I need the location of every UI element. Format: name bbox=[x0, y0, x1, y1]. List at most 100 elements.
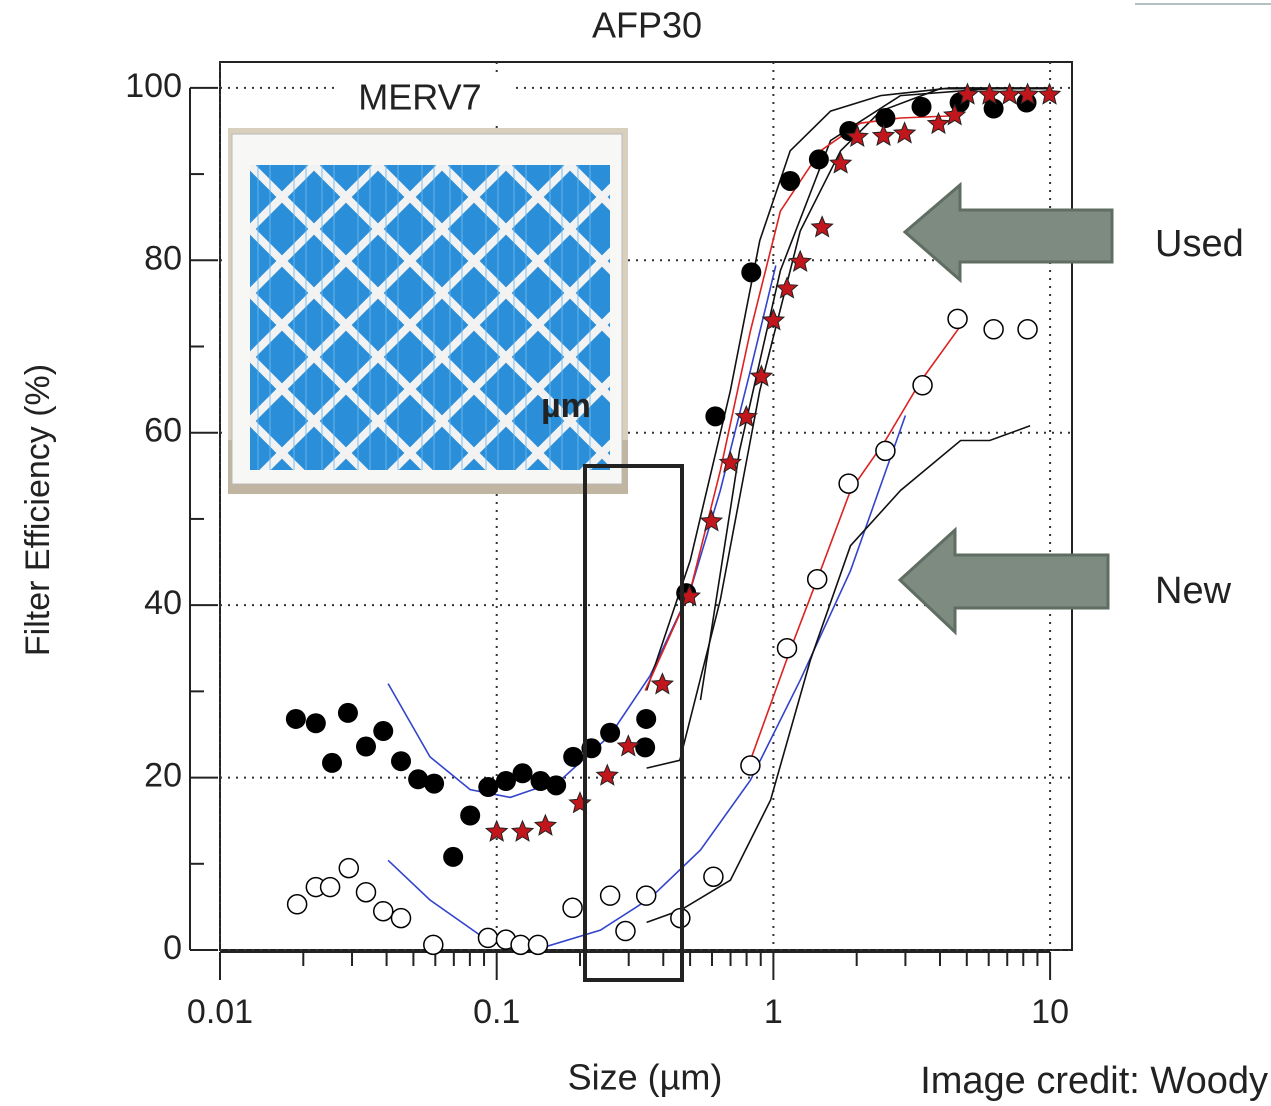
filled-point bbox=[808, 149, 829, 170]
filled-point bbox=[373, 721, 394, 742]
filled-point bbox=[391, 751, 412, 772]
y-tick-label: 60 bbox=[144, 412, 182, 450]
filled-point bbox=[322, 752, 343, 773]
plot-area: 0 20 40 60 80 100 0.01 0.1 1 10 bbox=[125, 61, 1073, 1031]
open-point bbox=[562, 897, 583, 919]
star-point bbox=[734, 404, 758, 428]
filled-point bbox=[636, 708, 657, 729]
star-point bbox=[942, 103, 967, 126]
x-tick-label: 0.1 bbox=[473, 993, 520, 1031]
open-point bbox=[477, 927, 499, 949]
star-point bbox=[955, 82, 980, 105]
x-axis-label: Size (µm) bbox=[568, 1057, 723, 1098]
star-point bbox=[484, 819, 509, 842]
filter-label: MERV7 bbox=[358, 77, 481, 118]
star-point bbox=[871, 123, 896, 147]
star-point bbox=[810, 215, 834, 238]
star-point bbox=[788, 249, 812, 272]
fit-line bbox=[646, 87, 1049, 769]
star-point bbox=[699, 509, 724, 532]
star-point bbox=[616, 734, 641, 757]
open-point bbox=[912, 375, 933, 396]
star-point bbox=[718, 450, 743, 473]
open-point bbox=[703, 866, 724, 887]
chart-title: AFP30 bbox=[592, 5, 702, 46]
open-point bbox=[615, 920, 636, 942]
y-tick-label: 40 bbox=[144, 584, 182, 622]
star-point bbox=[775, 276, 799, 299]
y-tick-label: 20 bbox=[144, 757, 182, 795]
filled-point bbox=[741, 262, 762, 283]
image-credit: Image credit: Woody bbox=[920, 1060, 1268, 1102]
x-tick-label: 1 bbox=[764, 993, 783, 1031]
filled-point bbox=[285, 708, 306, 729]
filled-point bbox=[478, 777, 499, 798]
open-point bbox=[372, 900, 394, 922]
filled-point bbox=[495, 771, 516, 792]
star-point bbox=[510, 819, 535, 842]
open-point bbox=[947, 308, 968, 330]
filled-point bbox=[408, 769, 429, 790]
star-point bbox=[845, 124, 869, 147]
used-label: Used bbox=[1155, 223, 1244, 265]
used-arrow bbox=[902, 181, 1114, 284]
filled-point bbox=[780, 170, 801, 191]
star-point bbox=[828, 151, 853, 174]
open-point bbox=[983, 319, 1004, 340]
filter-photo bbox=[228, 128, 628, 494]
star-point bbox=[1037, 82, 1062, 105]
open-point bbox=[776, 638, 798, 659]
open-point bbox=[875, 440, 896, 462]
filter-media bbox=[250, 165, 610, 470]
open-point bbox=[355, 881, 377, 903]
star-point bbox=[1015, 82, 1040, 105]
open-point bbox=[838, 473, 859, 494]
filled-point bbox=[337, 702, 358, 723]
open-point bbox=[338, 857, 360, 879]
star-point bbox=[568, 791, 592, 814]
open-point bbox=[390, 907, 412, 929]
star-point bbox=[761, 308, 786, 331]
filled-point bbox=[705, 406, 726, 427]
star-point bbox=[595, 763, 619, 786]
open-point bbox=[635, 885, 657, 906]
open-point bbox=[806, 569, 828, 590]
filled-point bbox=[983, 98, 1004, 119]
filled-point bbox=[443, 846, 464, 867]
filled-point bbox=[563, 746, 584, 767]
filled-point bbox=[635, 737, 656, 758]
x-tick-label: 0.01 bbox=[187, 993, 253, 1031]
unit-label: µm bbox=[541, 387, 591, 425]
star-point bbox=[533, 813, 558, 836]
y-tick-label: 100 bbox=[125, 67, 182, 105]
fit-line bbox=[699, 87, 1001, 701]
y-tick-label: 0 bbox=[163, 929, 182, 967]
open-point bbox=[423, 934, 444, 956]
y-tick-label: 80 bbox=[144, 239, 182, 277]
star-point bbox=[892, 121, 917, 144]
fit-line bbox=[645, 87, 1049, 691]
star-point bbox=[926, 111, 951, 135]
open-point bbox=[510, 934, 531, 956]
open-point bbox=[527, 934, 549, 956]
open-point bbox=[740, 755, 761, 776]
filled-point bbox=[460, 805, 481, 826]
open-point bbox=[599, 885, 621, 906]
new-label: New bbox=[1155, 570, 1232, 612]
open-point bbox=[1017, 319, 1038, 340]
filled-point bbox=[911, 96, 932, 117]
highlight-box bbox=[583, 464, 684, 982]
y-axis-label: Filter Efficiency (%) bbox=[19, 364, 57, 656]
filled-point bbox=[600, 722, 621, 743]
open-point bbox=[286, 894, 308, 915]
fit-line bbox=[646, 425, 1031, 924]
x-tick-label: 10 bbox=[1031, 993, 1069, 1031]
label-background bbox=[335, 75, 515, 123]
filled-point bbox=[305, 713, 326, 734]
open-point bbox=[319, 876, 341, 898]
filled-point bbox=[546, 775, 567, 796]
star-point bbox=[650, 672, 675, 695]
star-point bbox=[977, 82, 1002, 105]
star-point bbox=[749, 364, 774, 387]
